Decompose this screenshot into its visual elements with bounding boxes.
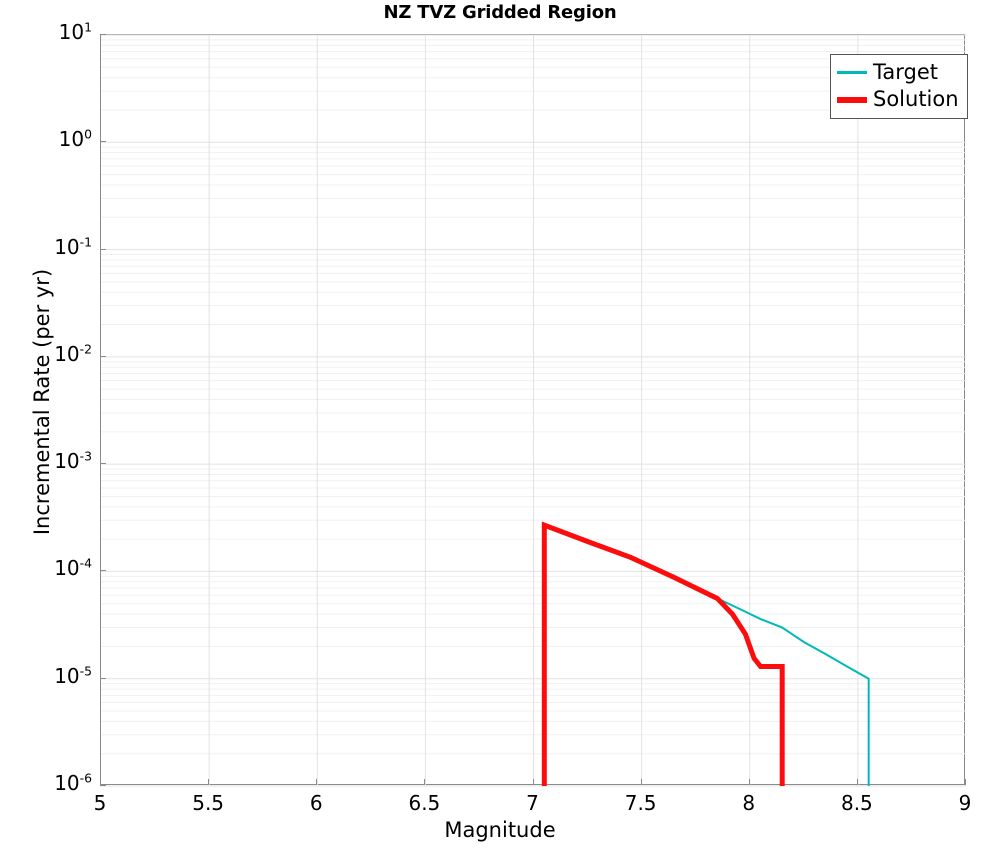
plot-area	[100, 34, 966, 787]
y-tick-label: 101	[58, 19, 92, 44]
x-tick-label: 7	[526, 791, 539, 815]
y-tick-mark	[100, 141, 106, 143]
y-tick-label: 10-2	[54, 341, 92, 366]
series-layer	[541, 521, 870, 786]
legend-swatch-icon	[837, 71, 867, 74]
y-tick-mark	[100, 248, 106, 250]
x-tick-mark	[748, 779, 750, 785]
y-tick-label: 10-3	[54, 448, 92, 474]
y-tick-mark	[100, 463, 106, 465]
x-tick-label: 6	[309, 791, 323, 815]
y-tick-mark	[100, 785, 106, 786]
x-tick-label: 8.5	[840, 791, 873, 815]
y-tick-label: 10-5	[54, 663, 92, 688]
series-line-solution	[541, 521, 785, 786]
legend-item: Target	[837, 59, 959, 86]
y-tick-label: 10-4	[54, 555, 92, 581]
x-tick-mark	[965, 779, 966, 785]
x-tick-mark	[856, 779, 858, 785]
y-tick-label: 100	[58, 126, 92, 152]
y-tick-label: 10-6	[54, 770, 92, 795]
x-tick-label: 9	[958, 791, 972, 815]
y-tick-mark	[100, 677, 106, 679]
x-tick-label: 5.5	[192, 791, 225, 815]
x-tick-label: 6.5	[408, 791, 441, 815]
legend-item: Solution	[837, 86, 959, 113]
series-line-target	[716, 597, 870, 786]
x-tick-label: 8	[742, 791, 756, 815]
x-axis-label: Magnitude	[444, 818, 556, 842]
legend-label: Solution	[873, 87, 959, 111]
y-tick-mark	[100, 34, 106, 35]
grid-layer	[101, 34, 966, 787]
x-tick-mark	[640, 779, 642, 785]
y-axis-label: Incremental Rate (per yr)	[30, 268, 54, 536]
x-tick-label: 7.5	[624, 791, 657, 815]
y-tick-label: 10-1	[54, 233, 92, 259]
y-tick-mark	[100, 570, 106, 572]
x-tick-label: 5	[93, 791, 107, 815]
x-tick-mark	[424, 779, 426, 785]
y-tick-mark	[100, 355, 106, 357]
legend-label: Target	[873, 60, 938, 84]
x-tick-mark	[316, 779, 318, 785]
legend: Target Solution	[830, 54, 968, 119]
x-tick-mark	[532, 779, 534, 785]
x-tick-mark	[208, 779, 210, 785]
x-tick-mark	[100, 779, 101, 785]
chart-title: NZ TVZ Gridded Region	[383, 2, 617, 23]
legend-swatch-icon	[837, 96, 867, 103]
